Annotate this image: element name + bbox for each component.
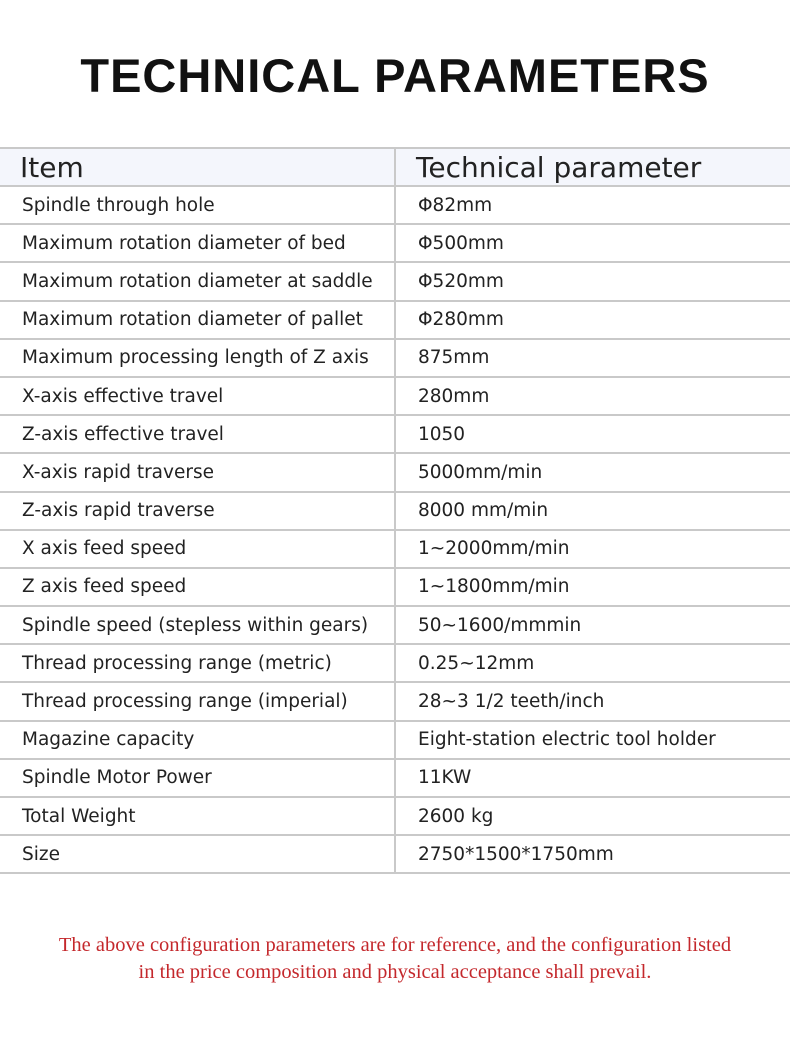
parameter-value: 28~3 1/2 teeth/inch bbox=[395, 681, 790, 722]
table-row: Z axis feed speed 1~1800mm/min bbox=[0, 566, 790, 608]
item-name: Magazine capacity bbox=[0, 719, 396, 760]
parameter-value: 0.25~12mm bbox=[395, 643, 790, 684]
item-name: Maximum processing length of Z axis bbox=[0, 337, 396, 378]
table-row: Thread processing range (imperial) 28~3 1… bbox=[0, 681, 790, 722]
parameter-value: 8000 mm/min bbox=[395, 490, 790, 531]
item-name: Spindle speed (stepless within gears) bbox=[0, 605, 396, 646]
item-name: Maximum rotation diameter at saddle bbox=[0, 261, 396, 302]
parameters-table: Item Technical parameter Spindle through… bbox=[0, 147, 790, 875]
table-row: Maximum rotation diameter of pallet Φ280m… bbox=[0, 299, 790, 340]
item-name: Total Weight bbox=[0, 795, 396, 837]
item-name: Spindle Motor Power bbox=[0, 757, 396, 799]
parameter-value: 5000mm/min bbox=[395, 452, 790, 493]
note-line: in the price composition and physical ac… bbox=[138, 961, 652, 983]
table-row: Spindle Motor Power 11KW bbox=[0, 757, 790, 799]
header-parameter: Technical parameter bbox=[395, 147, 790, 187]
item-name: Maximum rotation diameter of bed bbox=[0, 223, 396, 264]
item-name: X-axis effective travel bbox=[0, 375, 396, 417]
item-name: Z axis feed speed bbox=[0, 566, 396, 608]
table-row: Maximum rotation diameter of bed Φ500mm bbox=[0, 223, 790, 264]
item-name: Z-axis rapid traverse bbox=[0, 490, 396, 531]
item-name: Spindle through hole bbox=[0, 184, 396, 226]
table-row: Maximum processing length of Z axis 875mm bbox=[0, 337, 790, 378]
parameter-value: 2750*1500*1750mm bbox=[395, 834, 790, 875]
parameter-value: 1050 bbox=[395, 414, 790, 455]
parameter-value: 2600 kg bbox=[395, 795, 790, 837]
page-title: TECHNICAL PARAMETERS bbox=[80, 49, 710, 102]
item-name: Maximum rotation diameter of pallet bbox=[0, 299, 396, 340]
item-name: X-axis rapid traverse bbox=[0, 452, 396, 493]
table-row: Total Weight 2600 kg bbox=[0, 795, 790, 837]
parameter-value: Φ500mm bbox=[395, 223, 790, 264]
table-row: Z-axis rapid traverse 8000 mm/min bbox=[0, 490, 790, 531]
parameter-value: 875mm bbox=[395, 337, 790, 378]
table-row: Size 2750*1500*1750mm bbox=[0, 834, 790, 875]
item-name: Size bbox=[0, 834, 396, 875]
item-name: Thread processing range (metric) bbox=[0, 643, 396, 684]
item-name: Z-axis effective travel bbox=[0, 414, 396, 455]
disclaimer-note: The above configuration parameters are f… bbox=[0, 932, 790, 986]
parameter-value: 280mm bbox=[395, 375, 790, 417]
item-name: Thread processing range (imperial) bbox=[0, 681, 396, 722]
parameter-value: 1~1800mm/min bbox=[395, 566, 790, 608]
parameter-value: Φ280mm bbox=[395, 299, 790, 340]
parameter-value: 1~2000mm/min bbox=[395, 528, 790, 569]
header-item: Item bbox=[0, 147, 396, 187]
table-row: Spindle speed (stepless within gears) 50~… bbox=[0, 605, 790, 646]
parameter-value: 50~1600/mmmin bbox=[395, 605, 790, 646]
parameter-value: Φ520mm bbox=[395, 261, 790, 302]
table-row: X axis feed speed 1~2000mm/min bbox=[0, 528, 790, 569]
table-row: Z-axis effective travel 1050 bbox=[0, 414, 790, 455]
table-row: Spindle through hole Φ82mm bbox=[0, 184, 790, 226]
parameter-value: 11KW bbox=[395, 757, 790, 799]
parameter-value: Eight-station electric tool holder bbox=[395, 719, 790, 760]
parameter-value: Φ82mm bbox=[395, 184, 790, 226]
table-row: Maximum rotation diameter at saddle Φ520m… bbox=[0, 261, 790, 302]
table-row: Thread processing range (metric) 0.25~12m… bbox=[0, 643, 790, 684]
note-line: The above configuration parameters are f… bbox=[58, 934, 732, 956]
table-row: X-axis effective travel 280mm bbox=[0, 375, 790, 417]
table-header-row: Item Technical parameter bbox=[0, 147, 790, 187]
item-name: X axis feed speed bbox=[0, 528, 396, 569]
table-row: X-axis rapid traverse 5000mm/min bbox=[0, 452, 790, 493]
table-row: Magazine capacity Eight-station electric … bbox=[0, 719, 790, 760]
